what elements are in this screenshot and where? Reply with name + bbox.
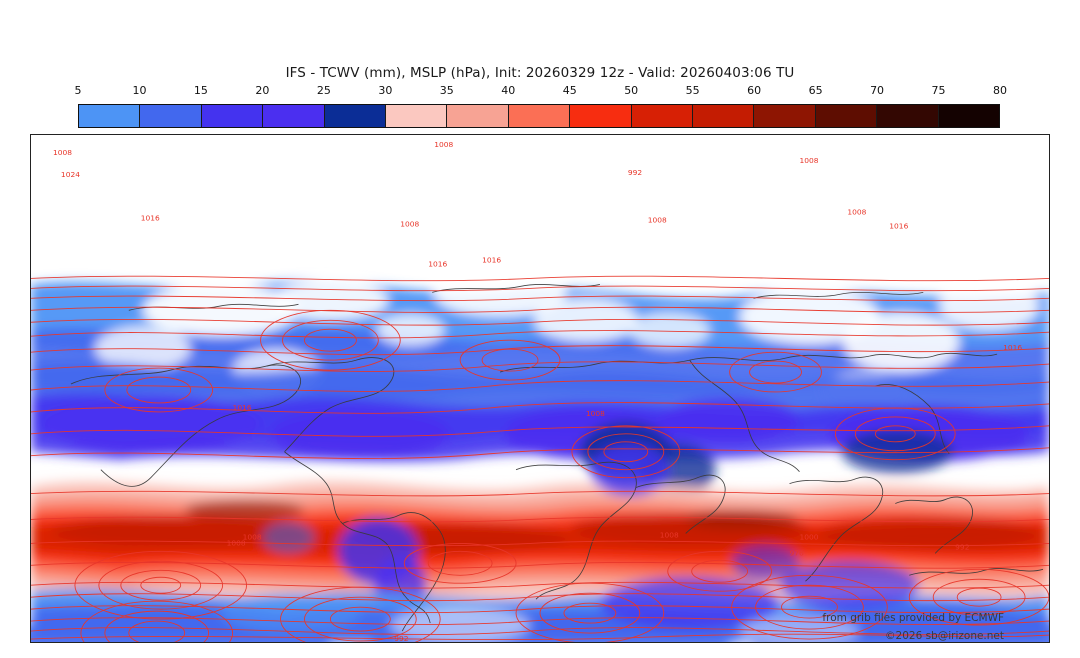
svg-text:1016: 1016 [482, 256, 501, 265]
svg-text:992: 992 [955, 542, 969, 551]
coastlines [70, 283, 1044, 632]
colorbar-swatch-45-50 [570, 105, 632, 127]
svg-text:1008: 1008 [799, 156, 818, 165]
colorbar: 5 10 15 20 25 30 35 40 45 50 55 60 65 70 75 80 [75, 84, 1007, 128]
svg-text:992: 992 [394, 634, 408, 642]
colorbar-swatch-10-15 [140, 105, 202, 127]
colorbar-tick-55: 55 [685, 84, 700, 97]
colorbar-swatch-35-40 [447, 105, 509, 127]
colorbar-tick-70: 70 [870, 84, 885, 97]
svg-text:1000: 1000 [799, 532, 818, 541]
colorbar-tick-25: 25 [316, 84, 331, 97]
colorbar-tick-80: 80 [993, 84, 1007, 97]
page-title: IFS - TCWV (mm), MSLP (hPa), Init: 20260… [285, 65, 795, 81]
colorbar-swatch-30-35 [386, 105, 448, 127]
data-source-credit: from grib files provided by ECMWF [822, 612, 1004, 624]
svg-text:1008: 1008 [586, 409, 605, 418]
colorbar-swatches [78, 104, 1000, 128]
map-canvas[interactable]: 1008 1024 1016 1008 1008 1016 1016 992 1… [30, 134, 1050, 643]
svg-text:1008: 1008 [243, 532, 262, 541]
colorbar-tick-labels: 5 10 15 20 25 30 35 40 45 50 55 60 65 70 75 80 [74, 84, 1008, 100]
colorbar-tick-10: 10 [132, 84, 147, 97]
contour-value-labels: 1008 1024 1016 1008 1008 1016 1016 992 1… [53, 140, 1022, 642]
svg-text:1008: 1008 [53, 148, 72, 157]
colorbar-swatch-70-75 [877, 105, 939, 127]
copyright-credit: ©2026 sb@irizone.net [885, 630, 1004, 642]
colorbar-tick-60: 60 [747, 84, 762, 97]
colorbar-swatch-20-25 [263, 105, 325, 127]
svg-text:1008: 1008 [660, 530, 679, 539]
colorbar-tick-30: 30 [378, 84, 393, 97]
colorbar-tick-20: 20 [255, 84, 270, 97]
colorbar-swatch-75-80 [938, 105, 1000, 127]
colorbar-tick-5: 5 [74, 84, 82, 97]
svg-text:1008: 1008 [434, 140, 453, 149]
svg-text:1016: 1016 [233, 403, 252, 412]
svg-text:992: 992 [628, 168, 642, 177]
svg-text:1024: 1024 [61, 170, 80, 179]
colorbar-swatch-60-65 [754, 105, 816, 127]
colorbar-tick-65: 65 [808, 84, 823, 97]
svg-text:1016: 1016 [889, 222, 908, 231]
colorbar-tick-75: 75 [931, 84, 946, 97]
colorbar-tick-35: 35 [439, 84, 454, 97]
colorbar-swatch-5-10 [79, 105, 141, 127]
colorbar-swatch-50-55 [631, 105, 694, 127]
svg-text:1008: 1008 [847, 208, 866, 217]
svg-text:1016: 1016 [1003, 343, 1022, 352]
colorbar-tick-40: 40 [501, 84, 516, 97]
colorbar-swatch-55-60 [693, 105, 755, 127]
colorbar-tick-50: 50 [624, 84, 639, 97]
svg-text:1008: 1008 [400, 220, 419, 229]
mslp-contours [31, 275, 1049, 642]
map-svg: 1008 1024 1016 1008 1008 1016 1016 992 1… [31, 135, 1049, 642]
svg-text:1016: 1016 [428, 259, 447, 268]
colorbar-swatch-15-20 [201, 105, 264, 127]
svg-text:976: 976 [790, 548, 805, 557]
colorbar-swatch-40-45 [508, 105, 571, 127]
svg-text:1008: 1008 [227, 538, 246, 547]
colorbar-tick-45: 45 [562, 84, 577, 97]
colorbar-swatch-65-70 [815, 105, 878, 127]
colorbar-tick-15: 15 [193, 84, 208, 97]
svg-text:1008: 1008 [648, 216, 667, 225]
svg-text:1016: 1016 [141, 214, 160, 223]
colorbar-swatch-25-30 [324, 105, 387, 127]
